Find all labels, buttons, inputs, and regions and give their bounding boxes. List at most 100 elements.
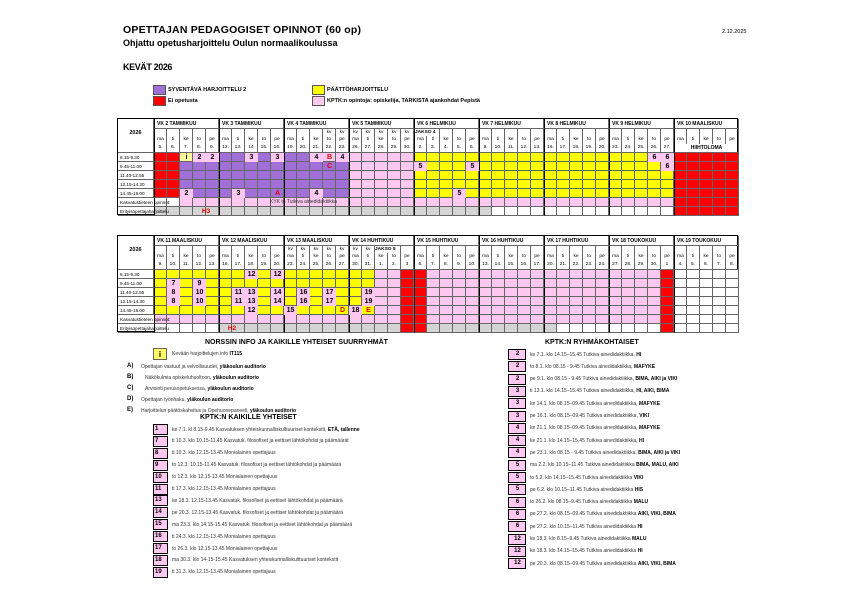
schedule-cell — [414, 171, 427, 180]
day-date: 26. — [349, 144, 362, 153]
day-name: pe — [336, 136, 349, 144]
item-text: ke 21.1. klo 14.15–15.45 Tutkiva ainedid… — [530, 437, 639, 444]
schedule-cell — [570, 153, 583, 162]
info-item: Arviointi perusopetuksessa, yläkoulun au… — [145, 386, 254, 392]
day-name: pe — [206, 136, 219, 144]
session-number: 4 — [310, 189, 323, 198]
schedule-cell — [180, 198, 193, 207]
day-date: 15. — [505, 261, 518, 270]
schedule-cell — [635, 297, 648, 306]
session-number-box: 5 — [508, 484, 526, 496]
schedule-cell — [557, 288, 570, 297]
schedule-cell — [570, 306, 583, 315]
schedule-cell — [401, 315, 414, 324]
schedule-cell — [609, 306, 622, 315]
info-section-title: NORSSIN INFO JA KAIKILLE YHTEISET SUURRY… — [205, 339, 388, 346]
schedule-cell — [492, 297, 505, 306]
schedule-cell — [596, 270, 609, 279]
schedule-cell — [167, 315, 180, 324]
schedule-cell — [648, 207, 661, 216]
schedule-cell — [466, 279, 479, 288]
schedule-cell — [154, 153, 167, 162]
info-item: Opettajan vastuut ja velvollisuudet, ylä… — [141, 364, 266, 370]
schedule-cell — [505, 189, 518, 198]
day-name: pe — [401, 136, 414, 144]
session-number: 3 — [245, 153, 258, 162]
schedule-cell — [661, 315, 674, 324]
kv-marker — [297, 129, 310, 136]
schedule-cell — [583, 153, 596, 162]
schedule-cell — [700, 306, 713, 315]
day-date: 26. — [648, 144, 661, 153]
schedule-cell — [310, 279, 323, 288]
page-subtitle: Ohjattu opetusharjoittelu Oulun normaali… — [123, 38, 338, 48]
day-date: 26. — [323, 261, 336, 270]
schedule-cell — [206, 189, 219, 198]
schedule-cell — [245, 324, 258, 333]
day-name: pe — [596, 253, 609, 261]
schedule-cell — [674, 297, 687, 306]
schedule-cell — [518, 306, 531, 315]
day-date: 25. — [310, 261, 323, 270]
kv-marker — [479, 246, 492, 253]
item-location: HIS — [634, 486, 644, 493]
schedule-cell — [531, 288, 544, 297]
kv-marker — [167, 129, 180, 136]
day-name: pe — [401, 253, 414, 261]
schedule-cell — [648, 189, 661, 198]
span-label: H3 — [201, 208, 211, 215]
week-header: VK 2 TAMMIKUU — [154, 119, 219, 129]
schedule-cell — [180, 207, 193, 216]
schedule-cell — [531, 180, 544, 189]
group-section-title: KPTK:N RYHMÄKOHTAISET — [545, 339, 639, 346]
day-name: ti — [232, 136, 245, 144]
schedule-cell — [609, 270, 622, 279]
session-number: 6 — [661, 153, 674, 162]
schedule-cell — [466, 198, 479, 207]
day-date: 5. — [453, 144, 466, 153]
schedule-cell — [531, 171, 544, 180]
schedule-cell — [596, 288, 609, 297]
schedule-cell — [388, 270, 401, 279]
schedule-cell — [453, 198, 466, 207]
day-date: 16. — [219, 261, 232, 270]
schedule-cell — [674, 270, 687, 279]
day-date: 20. — [596, 144, 609, 153]
schedule-cell — [414, 180, 427, 189]
schedule-cell — [700, 153, 713, 162]
schedule-cell — [622, 180, 635, 189]
day-name: ke — [310, 136, 323, 144]
session-number-box: 2 — [508, 373, 526, 385]
day-date: 15. — [258, 144, 271, 153]
schedule-cell — [687, 288, 700, 297]
day-date: 16. — [518, 261, 531, 270]
item-location: VIKI — [633, 474, 644, 481]
schedule-cell — [310, 207, 323, 216]
session-number: A — [274, 190, 281, 197]
schedule-cell — [323, 153, 336, 162]
week-header: VK 13 MAALISKUU — [284, 236, 349, 246]
item-location: MALU — [632, 536, 647, 542]
common-item: ke 7.1. kl 8.15-9.45 Kasvatuksen yhteisk… — [172, 427, 360, 433]
day-date: 30. — [648, 261, 661, 270]
schedule-cell — [609, 297, 622, 306]
schedule-cell — [570, 297, 583, 306]
day-name: ti — [492, 136, 505, 144]
group-item: to 8.1. klo 08.15 - 9.45 Tutkiva ainedid… — [530, 364, 655, 370]
schedule-cell — [154, 198, 167, 207]
day-name: to — [258, 253, 271, 261]
schedule-cell — [388, 306, 401, 315]
time-slot-label: 13.15-14.30 — [118, 297, 154, 306]
schedule-cell — [466, 189, 479, 198]
schedule-cell — [505, 153, 518, 162]
schedule-cell — [232, 324, 245, 333]
day-date: 8. — [726, 261, 739, 270]
day-date: 23. — [336, 144, 349, 153]
day-date: 13. — [206, 261, 219, 270]
legend-swatch — [153, 96, 166, 106]
schedule-cell — [583, 288, 596, 297]
schedule-cell — [505, 180, 518, 189]
schedule-cell — [232, 198, 245, 207]
schedule-cell — [388, 198, 401, 207]
day-name: ke — [180, 253, 193, 261]
